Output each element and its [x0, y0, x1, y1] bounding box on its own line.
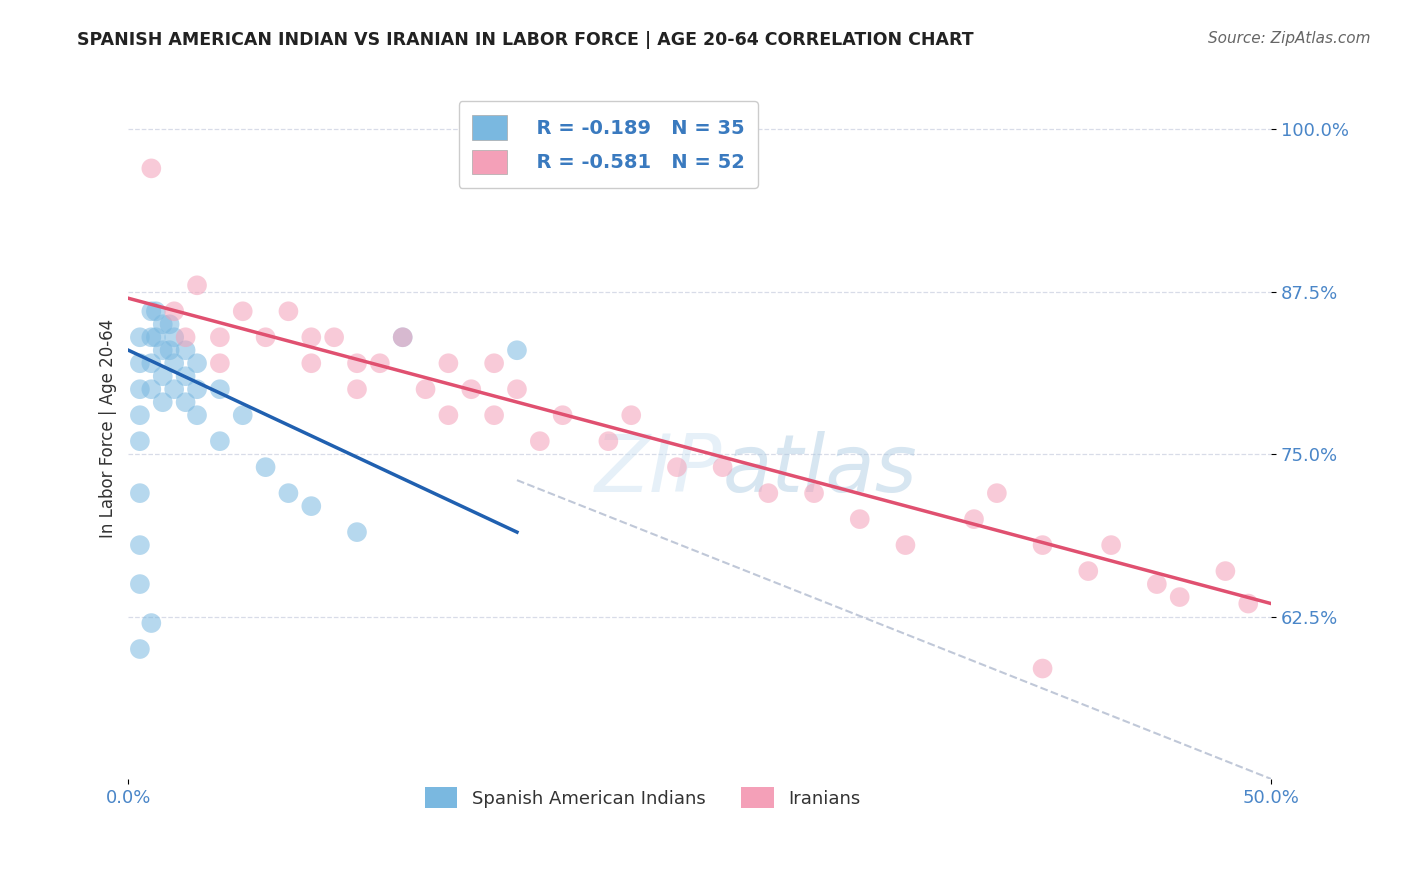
- Point: [141, 356, 163, 370]
- Point: [141, 304, 163, 318]
- Point: [186, 382, 208, 396]
- Point: [152, 369, 174, 384]
- Point: [254, 330, 277, 344]
- Point: [232, 304, 254, 318]
- Point: [756, 486, 779, 500]
- Point: [598, 434, 620, 449]
- Point: [277, 304, 299, 318]
- Point: [299, 499, 322, 513]
- Point: [159, 318, 181, 332]
- Point: [391, 330, 413, 344]
- Point: [129, 434, 152, 449]
- Point: [163, 356, 186, 370]
- Point: [711, 460, 734, 475]
- Point: [1215, 564, 1237, 578]
- Point: [141, 161, 163, 176]
- Point: [145, 304, 167, 318]
- Point: [346, 356, 368, 370]
- Point: [129, 577, 152, 591]
- Point: [894, 538, 917, 552]
- Point: [665, 460, 688, 475]
- Point: [141, 382, 163, 396]
- Point: [152, 343, 174, 358]
- Point: [368, 356, 391, 370]
- Point: [186, 278, 208, 293]
- Point: [529, 434, 551, 449]
- Text: ZIP: ZIP: [595, 431, 723, 509]
- Text: SPANISH AMERICAN INDIAN VS IRANIAN IN LABOR FORCE | AGE 20-64 CORRELATION CHART: SPANISH AMERICAN INDIAN VS IRANIAN IN LA…: [77, 31, 974, 49]
- Point: [141, 615, 163, 630]
- Point: [174, 369, 197, 384]
- Point: [482, 408, 505, 422]
- Point: [186, 408, 208, 422]
- Point: [152, 318, 174, 332]
- Point: [1032, 538, 1054, 552]
- Point: [1032, 661, 1054, 675]
- Point: [620, 408, 643, 422]
- Text: Source: ZipAtlas.com: Source: ZipAtlas.com: [1208, 31, 1371, 46]
- Point: [391, 330, 413, 344]
- Point: [1168, 590, 1191, 604]
- Point: [129, 538, 152, 552]
- Point: [208, 382, 231, 396]
- Point: [437, 408, 460, 422]
- Point: [163, 330, 186, 344]
- Point: [848, 512, 870, 526]
- Point: [174, 395, 197, 409]
- Point: [1237, 597, 1260, 611]
- Point: [129, 486, 152, 500]
- Point: [346, 382, 368, 396]
- Point: [437, 356, 460, 370]
- Point: [551, 408, 574, 422]
- Point: [254, 460, 277, 475]
- Point: [129, 408, 152, 422]
- Point: [163, 304, 186, 318]
- Point: [174, 343, 197, 358]
- Point: [208, 330, 231, 344]
- Point: [963, 512, 986, 526]
- Point: [232, 408, 254, 422]
- Point: [1099, 538, 1122, 552]
- Point: [145, 330, 167, 344]
- Point: [460, 382, 482, 396]
- Text: atlas: atlas: [723, 431, 917, 509]
- Point: [803, 486, 825, 500]
- Point: [129, 382, 152, 396]
- Point: [163, 382, 186, 396]
- Point: [323, 330, 346, 344]
- Point: [141, 330, 163, 344]
- Point: [299, 330, 322, 344]
- Point: [415, 382, 437, 396]
- Point: [506, 343, 529, 358]
- Point: [277, 486, 299, 500]
- Legend: Spanish American Indians, Iranians: Spanish American Indians, Iranians: [418, 780, 868, 815]
- Point: [506, 382, 529, 396]
- Point: [129, 356, 152, 370]
- Point: [1146, 577, 1168, 591]
- Point: [129, 642, 152, 657]
- Point: [208, 434, 231, 449]
- Point: [174, 330, 197, 344]
- Point: [159, 343, 181, 358]
- Point: [186, 356, 208, 370]
- Y-axis label: In Labor Force | Age 20-64: In Labor Force | Age 20-64: [100, 318, 117, 538]
- Point: [986, 486, 1008, 500]
- Point: [299, 356, 322, 370]
- Point: [208, 356, 231, 370]
- Point: [482, 356, 505, 370]
- Point: [1077, 564, 1099, 578]
- Point: [152, 395, 174, 409]
- Point: [129, 330, 152, 344]
- Point: [346, 525, 368, 540]
